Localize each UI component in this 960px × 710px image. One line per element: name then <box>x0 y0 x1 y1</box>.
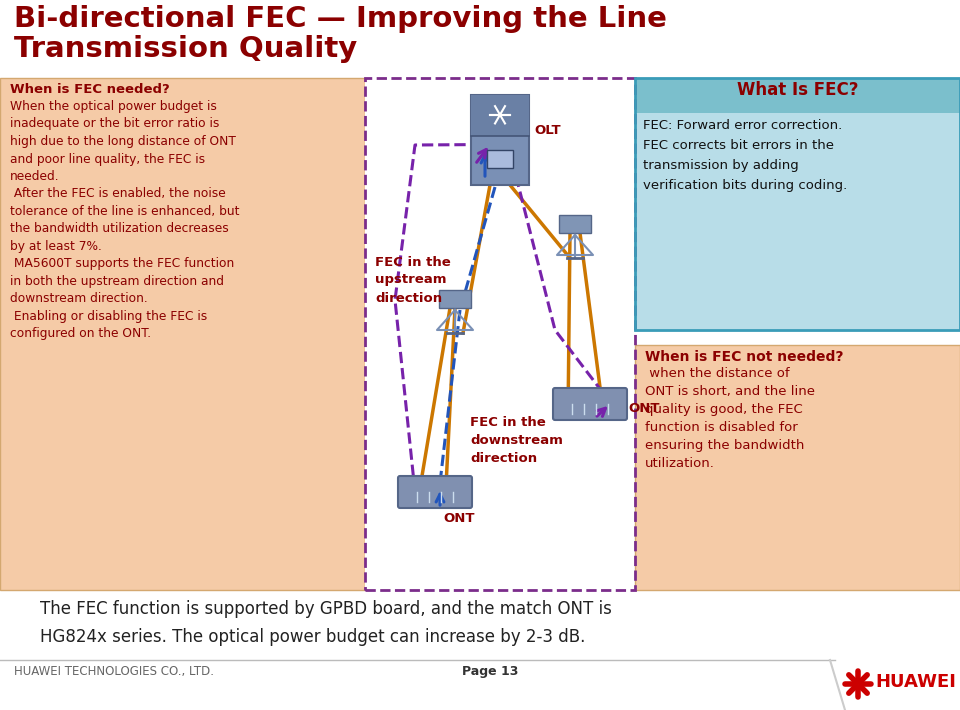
Text: When is FEC not needed?: When is FEC not needed? <box>645 350 844 364</box>
FancyBboxPatch shape <box>553 388 627 420</box>
FancyBboxPatch shape <box>487 150 513 168</box>
Bar <box>365 78 635 590</box>
FancyBboxPatch shape <box>471 95 529 185</box>
FancyBboxPatch shape <box>471 95 529 136</box>
Text: What Is FEC?: What Is FEC? <box>736 81 858 99</box>
Text: FEC: Forward error correction.
FEC corrects bit errors in the
transmission by ad: FEC: Forward error correction. FEC corre… <box>643 119 848 192</box>
Bar <box>635 113 960 330</box>
Text: FEC in the
upstream
direction: FEC in the upstream direction <box>375 256 451 305</box>
Bar <box>0 78 365 590</box>
Text: HUAWEI TECHNOLOGIES CO., LTD.: HUAWEI TECHNOLOGIES CO., LTD. <box>14 665 214 678</box>
Text: When the optical power budget is
inadequate or the bit error ratio is
high due t: When the optical power budget is inadequ… <box>10 100 239 341</box>
Text: Page 13: Page 13 <box>462 665 518 678</box>
Text: when the distance of
ONT is short, and the line
quality is good, the FEC
functio: when the distance of ONT is short, and t… <box>645 367 815 470</box>
Text: Transmission Quality: Transmission Quality <box>14 35 357 63</box>
Text: The FEC function is supported by GPBD board, and the match ONT is: The FEC function is supported by GPBD bo… <box>40 600 612 618</box>
Text: HUAWEI: HUAWEI <box>875 673 956 691</box>
Bar <box>635 78 960 330</box>
Bar <box>635 78 960 113</box>
Text: ONT: ONT <box>628 401 660 415</box>
Text: When is FEC needed?: When is FEC needed? <box>10 83 170 96</box>
Text: FEC in the
downstream
direction: FEC in the downstream direction <box>470 415 563 464</box>
Text: ONT: ONT <box>443 512 474 525</box>
Text: OLT: OLT <box>534 124 561 136</box>
FancyBboxPatch shape <box>439 290 471 308</box>
FancyBboxPatch shape <box>559 215 591 233</box>
Bar <box>365 78 635 590</box>
Text: Bi-directional FEC — Improving the Line: Bi-directional FEC — Improving the Line <box>14 5 667 33</box>
FancyBboxPatch shape <box>398 476 472 508</box>
Text: HG824x series. The optical power budget can increase by 2-3 dB.: HG824x series. The optical power budget … <box>40 628 586 646</box>
Bar <box>635 345 960 590</box>
